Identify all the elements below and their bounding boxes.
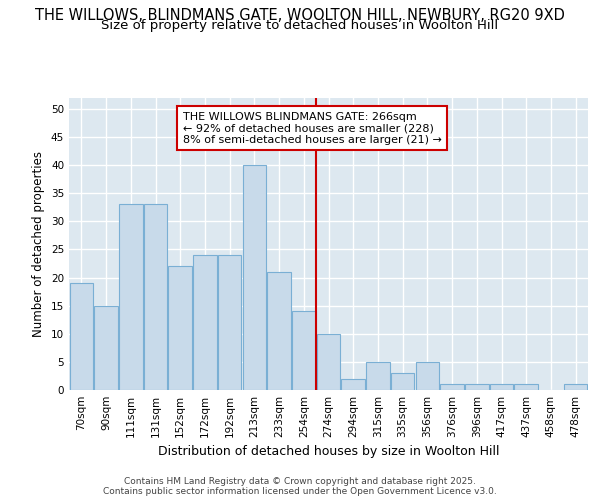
Bar <box>218 255 241 390</box>
Text: Size of property relative to detached houses in Woolton Hill: Size of property relative to detached ho… <box>101 19 499 32</box>
Bar <box>119 204 143 390</box>
Bar <box>94 306 118 390</box>
Bar <box>292 311 316 390</box>
Bar <box>391 373 415 390</box>
Bar <box>144 204 167 390</box>
Bar <box>564 384 587 390</box>
X-axis label: Distribution of detached houses by size in Woolton Hill: Distribution of detached houses by size … <box>158 446 499 458</box>
Bar <box>317 334 340 390</box>
Text: THE WILLOWS, BLINDMANS GATE, WOOLTON HILL, NEWBURY, RG20 9XD: THE WILLOWS, BLINDMANS GATE, WOOLTON HIL… <box>35 8 565 22</box>
Bar <box>490 384 513 390</box>
Bar <box>514 384 538 390</box>
Bar <box>242 165 266 390</box>
Text: THE WILLOWS BLINDMANS GATE: 266sqm
← 92% of detached houses are smaller (228)
8%: THE WILLOWS BLINDMANS GATE: 266sqm ← 92%… <box>182 112 442 145</box>
Bar <box>366 362 389 390</box>
Bar <box>341 379 365 390</box>
Bar <box>193 255 217 390</box>
Text: Contains HM Land Registry data © Crown copyright and database right 2025.
Contai: Contains HM Land Registry data © Crown c… <box>103 476 497 496</box>
Bar <box>440 384 464 390</box>
Bar <box>70 283 93 390</box>
Bar <box>268 272 291 390</box>
Bar <box>465 384 488 390</box>
Bar <box>416 362 439 390</box>
Y-axis label: Number of detached properties: Number of detached properties <box>32 151 46 337</box>
Bar <box>169 266 192 390</box>
